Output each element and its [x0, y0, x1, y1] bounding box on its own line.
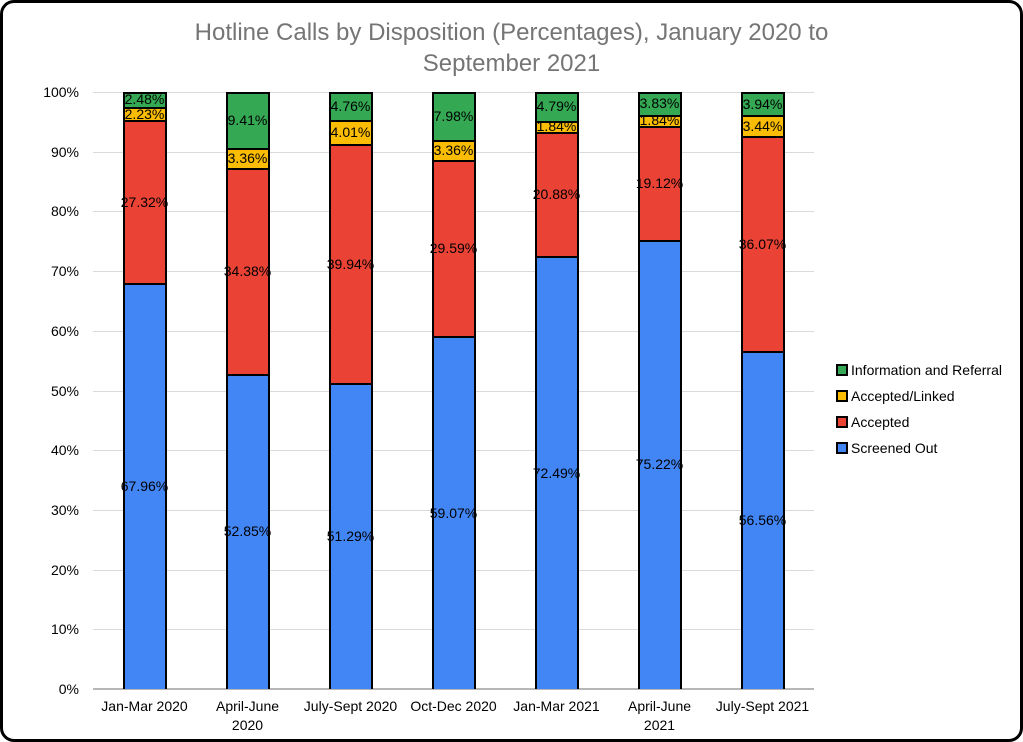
- bar-segment: [122, 92, 167, 107]
- y-tick-label: 90%: [50, 143, 79, 160]
- bar-value-label: 1.84%: [639, 112, 680, 129]
- bar-segment: [431, 92, 476, 140]
- bar-value-label: 1.84%: [536, 118, 577, 135]
- legend-item: Screened Out: [836, 439, 1002, 456]
- bar-value-label: 4.79%: [536, 98, 577, 115]
- bar-column: 67.96% 27.32% 2.23% 2.48%: [120, 91, 169, 689]
- legend-label: Screened Out: [851, 439, 938, 456]
- y-tick-label: 10%: [50, 621, 79, 638]
- bar-value-label: 39.94%: [326, 255, 375, 272]
- bar-value-label: 7.98%: [433, 107, 474, 124]
- x-category-label: Oct-Dec 2020: [410, 698, 497, 714]
- y-tick-label: 40%: [50, 442, 79, 459]
- bar-segment: [225, 148, 270, 169]
- y-tick-label: 30%: [50, 501, 79, 518]
- bar-segment: [431, 159, 476, 337]
- x-category-label: July-Sept 2020: [303, 698, 398, 714]
- bar-column: 72.49% 20.88% 1.84% 4.79%: [532, 92, 581, 689]
- bar-value-label: 51.29%: [326, 527, 375, 544]
- y-tick-label: 100%: [43, 84, 79, 100]
- y-tick-label: 50%: [50, 382, 79, 399]
- legend: Information and Referral Accepted/Linked A…: [836, 361, 1002, 465]
- bar-segment: [431, 336, 476, 689]
- bar-value-label: 3.44%: [742, 117, 783, 134]
- bar-segment: [225, 92, 270, 149]
- bar-segment: [225, 373, 270, 689]
- y-tick-label: 0%: [58, 681, 79, 697]
- bar-segment: [637, 91, 682, 115]
- bar-value-label: 2.23%: [124, 105, 165, 122]
- x-category-label: April-June 2021: [627, 698, 692, 733]
- legend-swatch-icon: [836, 415, 848, 428]
- bar-value-label: 27.32%: [120, 193, 169, 210]
- legend-item: Information and Referral: [836, 361, 1002, 378]
- bar-segment: [122, 120, 167, 284]
- bar-segment: [122, 106, 167, 121]
- bar-segment: [328, 92, 373, 121]
- y-tick-label: 60%: [50, 322, 79, 339]
- bar-segment: [637, 125, 682, 240]
- bar-segment: [122, 283, 167, 689]
- bar-segment: [740, 351, 785, 689]
- bar-value-label: 34.38%: [223, 262, 272, 279]
- bar-segment: [328, 144, 373, 383]
- bar-column: 56.56% 36.07% 3.44% 3.94%: [738, 91, 787, 689]
- y-tick-label: 70%: [50, 263, 79, 280]
- chart-title: Hotline Calls by Disposition (Percentage…: [194, 19, 829, 77]
- bar-segment: [328, 120, 373, 145]
- bar-value-label: 67.96%: [120, 478, 169, 495]
- bar-value-label: 59.07%: [429, 504, 478, 521]
- legend-swatch-icon: [836, 389, 848, 402]
- legend-label: Accepted/Linked: [851, 387, 955, 404]
- bar-value-label: 19.12%: [635, 174, 684, 191]
- bar-segment: [534, 92, 579, 121]
- bar-value-label: 29.59%: [429, 240, 478, 257]
- bar-value-label: 20.88%: [532, 185, 581, 202]
- bar-value-label: 3.94%: [742, 95, 783, 112]
- bar-column: 51.29% 39.94% 4.01% 4.76%: [326, 92, 375, 689]
- bar-segment: [534, 120, 579, 132]
- bar-column: 59.07% 29.59% 3.36% 7.98%: [429, 92, 478, 689]
- x-category-label: April-June 2020: [215, 698, 280, 733]
- bar-segment: [637, 114, 682, 126]
- bar-segment: [225, 168, 270, 374]
- gridline: [93, 688, 814, 690]
- legend-item: Accepted: [836, 413, 1002, 430]
- legend-label: Accepted: [851, 413, 910, 430]
- bar-value-label: 3.36%: [227, 150, 268, 167]
- bar-segment: [534, 131, 579, 257]
- bar-segment: [740, 115, 785, 136]
- legend-label: Information and Referral: [851, 361, 1002, 378]
- bar-segment: [637, 239, 682, 689]
- bar-value-label: 9.41%: [227, 112, 268, 129]
- bar-value-label: 4.01%: [330, 124, 371, 141]
- x-category-label: July-Sept 2021: [715, 698, 810, 714]
- y-tick-label: 20%: [50, 561, 79, 578]
- bar-value-label: 56.56%: [738, 512, 787, 529]
- bar-segment: [740, 136, 785, 352]
- legend-swatch-icon: [836, 363, 848, 376]
- plot-area: 67.96% 27.32% 2.23% 2.48% Jan-Mar 2020 52.85%…: [93, 91, 814, 733]
- bar-value-label: 52.85%: [223, 523, 272, 540]
- legend-swatch-icon: [836, 441, 848, 454]
- x-category-label: Jan-Mar 2020: [101, 698, 188, 714]
- bar-segment: [740, 91, 785, 116]
- bar-value-label: 75.22%: [635, 456, 684, 473]
- legend-item: Accepted/Linked: [836, 387, 1002, 404]
- bar-value-label: 3.36%: [433, 141, 474, 158]
- bar-segment: [534, 256, 579, 689]
- bar-value-label: 4.76%: [330, 98, 371, 115]
- bar-value-label: 36.07%: [738, 235, 787, 252]
- x-category-label: Jan-Mar 2021: [513, 698, 600, 714]
- bar-column: 52.85% 34.38% 3.36% 9.41%: [223, 92, 272, 689]
- bar-value-label: 72.49%: [532, 464, 581, 481]
- bar-column: 75.22% 19.12% 1.84% 3.83%: [635, 91, 684, 689]
- bar-value-label: 2.48%: [124, 91, 165, 108]
- y-tick-label: 80%: [50, 203, 79, 220]
- bar-segment: [431, 139, 476, 160]
- bar-value-label: 3.83%: [639, 95, 680, 112]
- bar-segment: [328, 382, 373, 689]
